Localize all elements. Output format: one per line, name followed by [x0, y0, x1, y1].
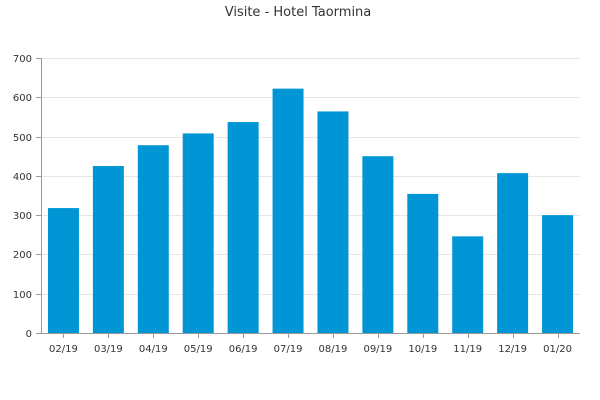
y-tick-label: 600 [13, 93, 32, 104]
gridlines [41, 58, 580, 295]
y-tick-label: 200 [13, 250, 32, 261]
y-tick-label: 700 [13, 54, 32, 65]
y-tick-label: 0 [26, 329, 32, 340]
bar-02-19 [47, 208, 79, 333]
bar-05-19 [182, 133, 214, 333]
x-tick-label: 08/19 [319, 344, 348, 355]
bar-01-20 [542, 215, 574, 333]
x-tick-label: 05/19 [184, 344, 213, 355]
bar-04-19 [137, 145, 169, 333]
bar-07-19 [272, 88, 304, 333]
y-tick-label: 500 [13, 133, 32, 144]
bar-10-19 [407, 193, 439, 333]
x-tick-label: 12/19 [498, 344, 527, 355]
x-tick-label: 11/19 [453, 344, 482, 355]
chart-title: Visite - Hotel Taormina [225, 5, 372, 20]
bar-03-19 [92, 166, 124, 333]
bar-06-19 [227, 122, 259, 333]
x-tick-label: 04/19 [139, 344, 168, 355]
axes [36, 58, 580, 338]
bar-08-19 [317, 111, 349, 334]
x-tick-label: 03/19 [94, 344, 123, 355]
bar-09-19 [362, 156, 394, 333]
x-tick-label: 09/19 [363, 344, 392, 355]
x-tick-label: 01/20 [543, 344, 572, 355]
x-tick-label: 06/19 [229, 344, 258, 355]
y-tick-labels: 0 100 200 300 400 500 600 700 [13, 54, 32, 340]
x-tick-label: 02/19 [49, 344, 78, 355]
bar-12-19 [497, 173, 529, 333]
y-tick-label: 100 [13, 290, 32, 301]
x-tick-labels: 02/19 03/19 04/19 05/19 06/19 07/19 08/19 09/19… [49, 344, 572, 355]
bar-11-19 [452, 236, 484, 333]
y-tick-label: 300 [13, 211, 32, 222]
bars [47, 88, 574, 334]
x-tick-label: 07/19 [274, 344, 303, 355]
y-tick-label: 400 [13, 172, 32, 183]
x-tick-label: 10/19 [408, 344, 437, 355]
